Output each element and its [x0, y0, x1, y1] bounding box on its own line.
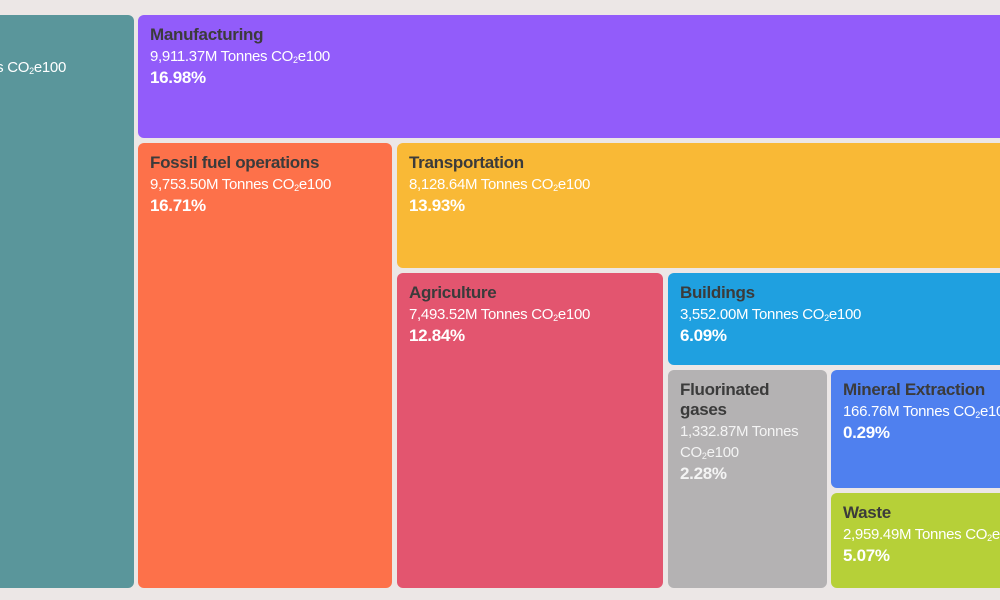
tile-manufacturing[interactable]: Manufacturing 9,911.37M Tonnes CO2e100 1…	[138, 15, 1000, 138]
tile-name: Agriculture	[409, 283, 497, 302]
tile-percent: 12.84%	[409, 326, 465, 345]
tile-name: Mineral Extraction	[843, 380, 985, 399]
tile-name: Buildings	[680, 283, 755, 302]
tile-value: nnes CO2e100	[0, 59, 66, 76]
tile-power[interactable]: nnes CO2e100	[0, 15, 134, 588]
tile-fossil-fuel-operations[interactable]: Fossil fuel operations 9,753.50M Tonnes …	[138, 143, 392, 588]
tile-agriculture[interactable]: Agriculture 7,493.52M Tonnes CO2e100 12.…	[397, 273, 663, 588]
tile-waste[interactable]: Waste 2,959.49M Tonnes CO2e100 5.07%	[831, 493, 1000, 588]
tile-value: 3,552.00M Tonnes CO2e100	[680, 306, 862, 323]
tile-fluorinated-gases[interactable]: Fluorinated gases 1,332.87M Tonnes CO2e1…	[668, 370, 827, 588]
tile-percent: 13.93%	[409, 196, 465, 215]
tile-value: 166.76M Tonnes CO2e100	[843, 403, 1000, 420]
tile-name: Fluorinated gases	[680, 380, 770, 419]
tile-percent: 16.98%	[150, 68, 206, 87]
tile-name: Transportation	[409, 153, 524, 172]
tile-value: 9,753.50M Tonnes CO2e100	[150, 176, 332, 193]
tile-name: Fossil fuel operations	[150, 153, 320, 172]
tile-percent: 2.28%	[680, 464, 727, 483]
tile-name: Waste	[843, 503, 891, 522]
tile-value: 7,493.52M Tonnes CO2e100	[409, 306, 591, 323]
tile-value: 2,959.49M Tonnes CO2e100	[843, 526, 1000, 543]
tile-percent: 0.29%	[843, 423, 890, 442]
tile-percent: 6.09%	[680, 326, 727, 345]
tile-percent: 5.07%	[843, 546, 890, 565]
tile-transportation[interactable]: Transportation 8,128.64M Tonnes CO2e100 …	[397, 143, 1000, 268]
tile-buildings[interactable]: Buildings 3,552.00M Tonnes CO2e100 6.09%	[668, 273, 1000, 365]
tile-value: 9,911.37M Tonnes CO2e100	[150, 48, 330, 65]
tile-value: 8,128.64M Tonnes CO2e100	[409, 176, 591, 193]
tile-value: 1,332.87M Tonnes CO2e100	[680, 423, 799, 461]
tile-percent: 16.71%	[150, 196, 206, 215]
tile-name: Manufacturing	[150, 25, 264, 44]
tile-mineral-extraction[interactable]: Mineral Extraction 166.76M Tonnes CO2e1 0…	[831, 370, 1000, 488]
